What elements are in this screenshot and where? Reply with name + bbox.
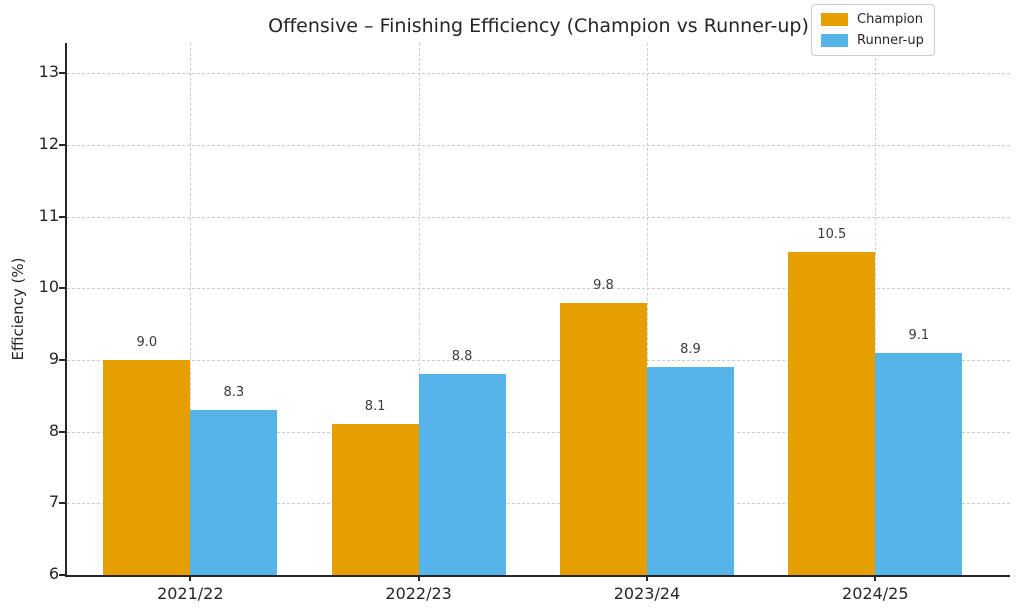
bar-value-label-runner-up-2022-23: 8.8	[451, 349, 473, 365]
bar-value-label-champion-2023-24: 9.8	[593, 277, 614, 293]
gridline-x-2021-22	[190, 43, 192, 575]
bar-champion-2021-22	[103, 359, 191, 575]
y-tick-label-7: 7	[48, 492, 59, 512]
bar-value-label-champion-2024-25: 10.5	[817, 227, 847, 243]
y-tick-label-11: 11	[38, 205, 59, 225]
y-tick-mark-6	[59, 574, 65, 576]
y-tick-label-9: 9	[48, 348, 59, 368]
x-axis-spine	[65, 575, 1010, 577]
bar-runner-up-2021-22	[190, 410, 278, 575]
x-tick-label-2023-24: 2023/24	[613, 584, 681, 603]
bar-value-label-champion-2021-22: 9.0	[136, 334, 158, 350]
bar-value-label-champion-2022-23: 8.1	[364, 399, 386, 415]
y-axis-spine	[65, 43, 67, 577]
legend-swatch-champion	[821, 13, 848, 26]
chart-title: Offensive – Finishing Efficiency (Champi…	[268, 15, 809, 37]
x-tick-mark-2022-23	[417, 575, 420, 581]
y-tick-label-12: 12	[38, 133, 59, 153]
gridline-y-10	[67, 288, 1010, 290]
gridline-y-8	[67, 431, 1010, 433]
x-tick-mark-2021-22	[189, 575, 192, 581]
x-tick-mark-2023-24	[645, 575, 648, 581]
x-tick-label-2024-25: 2024/25	[842, 584, 909, 603]
bar-runner-up-2022-23	[418, 374, 506, 575]
y-tick-label-6: 6	[48, 564, 59, 583]
x-tick-label-2021-22: 2021/22	[157, 584, 224, 603]
bar-runner-up-2023-24	[646, 367, 734, 575]
bar-champion-2024-25	[788, 252, 876, 575]
y-tick-mark-9	[59, 358, 65, 361]
y-tick-mark-7	[59, 502, 65, 505]
gridline-y-13	[67, 73, 1010, 75]
y-tick-label-13: 13	[38, 62, 59, 82]
y-tick-mark-12	[59, 143, 65, 146]
gridline-y-12	[67, 144, 1010, 146]
y-tick-label-10: 10	[38, 277, 59, 297]
legend-entry-runner-up: Runner-up	[821, 33, 924, 48]
x-tick-mark-2024-25	[874, 575, 877, 581]
legend: Champion Runner-up	[811, 4, 935, 56]
legend-label-champion: Champion	[857, 12, 924, 27]
gridline-x-2023-24	[646, 43, 648, 575]
y-tick-mark-8	[59, 430, 65, 433]
bar-champion-2022-23	[331, 424, 419, 575]
gridline-x-2022-23	[418, 43, 420, 575]
y-tick-label-8: 8	[48, 420, 59, 440]
gridline-y-11	[67, 216, 1010, 218]
y-tick-mark-13	[59, 72, 65, 75]
legend-swatch-runner-up	[821, 34, 848, 47]
legend-entry-champion: Champion	[821, 12, 924, 27]
plot-area: 6 7 8 9 10 11 12 13 2021/22 2022/23 2023/24 2024/25…	[39, 43, 1010, 603]
bar-value-label-runner-up-2024-25: 9.1	[908, 327, 930, 343]
bar-champion-2023-24	[559, 302, 647, 575]
gridline-y-9	[67, 359, 1010, 361]
x-tick-label-2022-23: 2022/23	[385, 584, 452, 603]
y-tick-mark-10	[59, 287, 65, 290]
y-tick-mark-11	[59, 215, 65, 218]
bar-value-label-runner-up-2021-22: 8.3	[223, 385, 245, 401]
legend-label-runner-up: Runner-up	[857, 33, 924, 48]
gridline-x-2024-25	[875, 43, 877, 575]
bar-value-label-runner-up-2023-24: 8.9	[680, 342, 701, 358]
bar-runner-up-2024-25	[875, 352, 963, 575]
gridline-y-7	[67, 503, 1010, 505]
